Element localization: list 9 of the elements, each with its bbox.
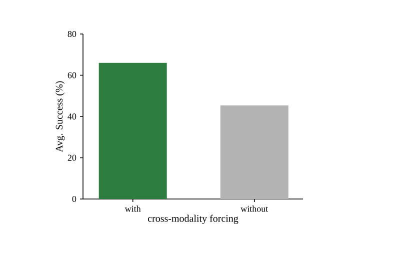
y-tick-label: 0 (72, 196, 76, 202)
x-tick-label: with (124, 206, 141, 212)
x-axis-title: cross-modality forcing (148, 214, 238, 224)
y-axis-title: Avg. Success (%) (56, 81, 65, 152)
x-tick-label: without (240, 206, 268, 212)
y-tick-label: 20 (68, 154, 76, 161)
y-tick-label: 80 (68, 30, 76, 38)
y-tick-label: 40 (68, 113, 76, 120)
y-tick-label: 60 (68, 72, 76, 78)
